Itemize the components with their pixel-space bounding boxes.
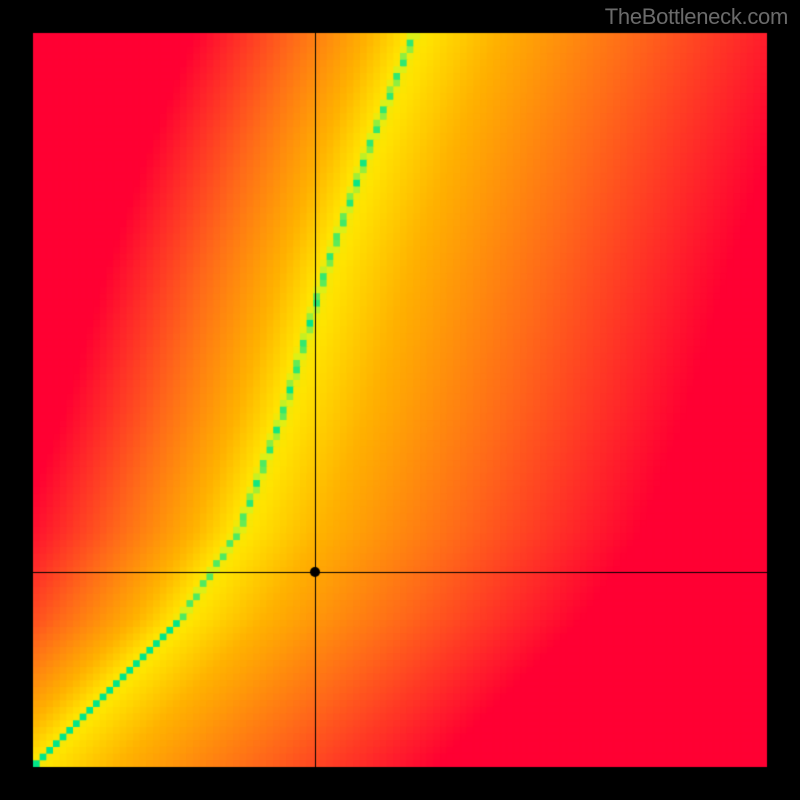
heatmap-canvas xyxy=(0,0,800,800)
chart-container: TheBottleneck.com xyxy=(0,0,800,800)
watermark-text: TheBottleneck.com xyxy=(605,4,788,30)
